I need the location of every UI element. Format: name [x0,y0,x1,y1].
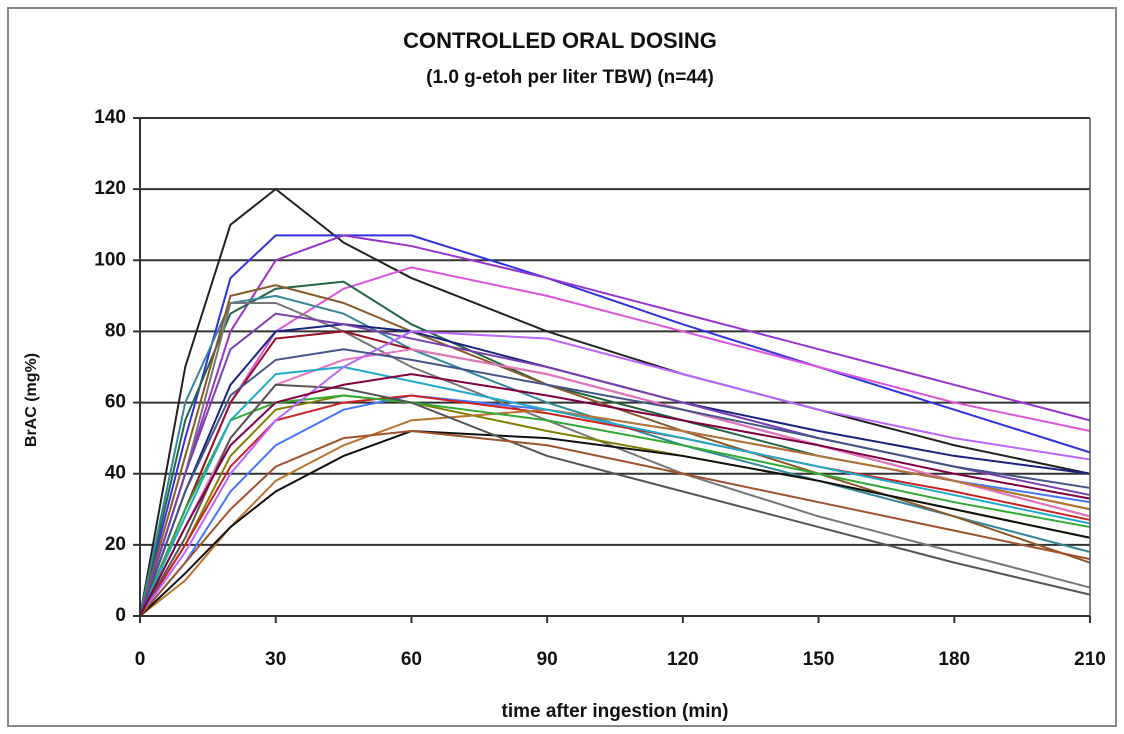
series-line [139,430,1091,617]
series-line [139,330,1091,617]
series-line [139,301,1091,617]
series-line [139,394,1091,617]
chart-title: CONTROLLED ORAL DOSING [403,28,717,53]
y-tick-label: 20 [105,534,126,555]
series-line [139,234,1091,617]
axes: 0 20 40 60 80 100 120 140 0 30 60 90 120 150 180 210 [94,107,1106,670]
series-line [139,187,1091,617]
y-tick-label: 100 [94,249,126,270]
lines [139,187,1091,617]
x-tick-label: 0 [135,649,146,670]
series-line [139,348,1091,617]
x-tick-label: 120 [667,649,699,670]
y-tick-label: 40 [105,463,126,484]
series-line [139,373,1091,617]
y-tick-label: 0 [115,605,126,626]
y-axis-label: BrAC (mg%) [23,353,40,447]
x-tick-label: 30 [265,649,286,670]
x-tick-label: 180 [938,649,970,670]
y-tick-label: 60 [105,392,126,413]
y-tick-label: 120 [94,178,126,199]
x-tick-label: 150 [803,649,835,670]
series-line [139,348,1091,617]
x-tick-label: 60 [401,649,422,670]
y-tick-label: 140 [94,107,126,128]
series-line [139,408,1091,617]
chart-frame [7,7,1117,727]
y-tick-label: 80 [105,320,126,341]
chart-subtitle: (1.0 g-etoh per liter TBW) (n=44) [426,67,714,88]
x-axis-label: time after ingestion (min) [502,701,729,722]
series-line [139,234,1091,617]
series-line [139,365,1091,617]
x-tick-label: 90 [537,649,558,670]
x-tick-label: 210 [1074,649,1106,670]
